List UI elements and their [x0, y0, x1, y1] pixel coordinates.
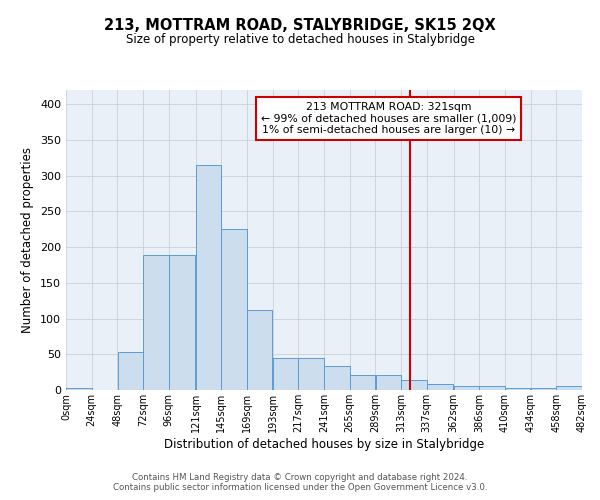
Text: 213 MOTTRAM ROAD: 321sqm
← 99% of detached houses are smaller (1,009)
1% of semi: 213 MOTTRAM ROAD: 321sqm ← 99% of detach…: [261, 102, 516, 135]
Bar: [324, 366, 350, 390]
Bar: [118, 352, 143, 390]
Bar: [350, 375, 375, 390]
X-axis label: Distribution of detached houses by size in Stalybridge: Distribution of detached houses by size …: [164, 438, 484, 450]
Bar: [427, 384, 454, 390]
Text: 213, MOTTRAM ROAD, STALYBRIDGE, SK15 2QX: 213, MOTTRAM ROAD, STALYBRIDGE, SK15 2QX: [104, 18, 496, 32]
Bar: [505, 388, 530, 390]
Bar: [247, 310, 272, 390]
Bar: [401, 380, 427, 390]
Bar: [479, 386, 505, 390]
Bar: [556, 386, 582, 390]
Y-axis label: Number of detached properties: Number of detached properties: [22, 147, 34, 333]
Bar: [143, 255, 169, 390]
Bar: [531, 388, 556, 390]
Bar: [196, 165, 221, 390]
Bar: [169, 255, 196, 390]
Text: Contains public sector information licensed under the Open Government Licence v3: Contains public sector information licen…: [113, 482, 487, 492]
Bar: [273, 358, 298, 390]
Text: Contains HM Land Registry data © Crown copyright and database right 2024.: Contains HM Land Registry data © Crown c…: [132, 472, 468, 482]
Bar: [454, 386, 479, 390]
Bar: [66, 388, 92, 390]
Bar: [221, 230, 247, 390]
Bar: [376, 375, 401, 390]
Text: Size of property relative to detached houses in Stalybridge: Size of property relative to detached ho…: [125, 32, 475, 46]
Bar: [298, 358, 324, 390]
